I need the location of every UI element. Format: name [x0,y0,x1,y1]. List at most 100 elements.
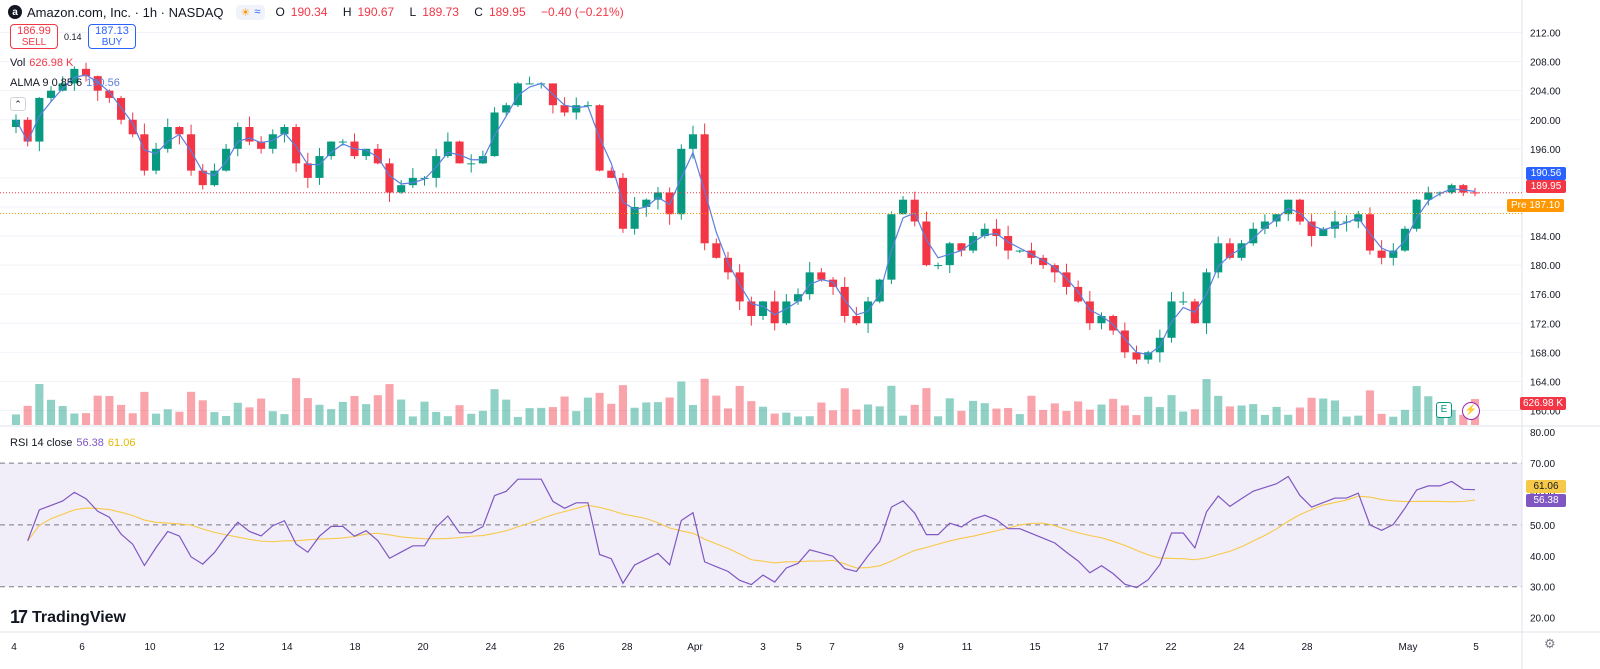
volume-bar [1389,416,1398,425]
alma-price-tag: 190.56 [1526,167,1566,180]
volume-bar [618,385,627,425]
candle-body [793,294,803,302]
volume-bar [758,406,768,425]
candle-body [1389,250,1398,258]
volume-bar [793,416,803,425]
candle-body [677,148,686,215]
price-tick-label: 176.00 [1530,290,1561,301]
price-tick-label: 200.00 [1530,116,1561,127]
sell-button[interactable]: 186.99 SELL [10,24,58,49]
candle-body [1062,272,1071,287]
last-price-tag: 189.95 [1526,180,1566,193]
candle-body [934,265,943,267]
volume-bar [210,412,219,425]
volume-bar [642,402,651,425]
volume-bar [1400,409,1410,425]
volume-bar [467,413,476,425]
time-tick-label: 5 [1473,642,1479,653]
volume-bar [420,401,429,425]
session-pill[interactable]: ☀ ≈ [235,4,266,20]
rsi-tag: 56.38 [1526,494,1566,507]
volume-bar [257,398,266,425]
candle-body [770,301,779,324]
volume-bar [1202,379,1211,425]
candle-body [630,206,639,229]
volume-bar [70,413,79,425]
candle-body [1167,301,1176,338]
candle-body [828,279,838,287]
time-tick-label: 28 [1301,642,1313,653]
alma-legend[interactable]: ALMA 9 0.85 6 190.56 [10,77,120,89]
volume-tag: 626.98 K [1519,397,1566,410]
candle-body [817,272,826,280]
volume-bar [222,415,231,425]
volume-bar [840,388,849,425]
volume-bar [934,416,943,425]
symbol-title[interactable]: Amazon.com, Inc. · 1h · NASDAQ [27,4,224,20]
settings-gear-icon[interactable]: ⚙ [1544,636,1556,651]
volume-bar [1272,406,1281,425]
candle-body [1109,315,1118,331]
volume-bar [338,401,347,425]
candle-body [875,279,884,302]
volume-bar [1365,390,1375,425]
volume-bar [397,399,406,425]
buy-button[interactable]: 187.13 BUY [88,24,136,49]
volume-legend[interactable]: Vol 626.98 K [10,57,74,69]
volume-bar [1459,414,1468,425]
volume-bar [408,416,417,425]
price-tick-label: 212.00 [1530,29,1561,40]
volume-bar [187,391,196,425]
candle-body [1202,272,1211,324]
time-tick-label: 9 [898,642,904,653]
candle-body [373,148,382,164]
ohlc-readout: O 190.34 H 190.67 L 189.73 C 189.95 −0.40 (−… [275,5,624,19]
volume-bar [782,412,791,425]
rsi-legend[interactable]: RSI 14 close 56.38 61.06 [10,437,136,449]
rsi-ma-tag: 61.06 [1526,480,1566,493]
volume-bar [1155,407,1164,425]
time-tick-label: 18 [349,642,361,653]
candle-body [1144,352,1153,360]
candle-body [1225,243,1234,258]
volume-bar [537,407,546,425]
candle-body [1365,214,1375,251]
volume-bar [572,411,581,425]
volume-bar [1120,405,1129,425]
candle-body [1237,243,1246,258]
volume-bar [688,405,698,425]
change-readout: −0.40 (−0.21%) [541,5,624,19]
candle-body [583,105,592,107]
candle-body [408,177,417,186]
candle-body [1284,199,1293,215]
flash-icon[interactable]: ⚡ [1462,402,1480,420]
volume-bar [805,416,814,425]
volume-bar [922,388,931,425]
time-tick-label: 7 [829,642,835,653]
volume-bar [1050,403,1059,425]
price-tick-label: 196.00 [1530,145,1561,156]
volume-bar [607,403,616,425]
candle-body [70,68,79,84]
candle-body [35,97,44,142]
volume-bar [1447,409,1456,425]
volume-bar [1179,411,1188,425]
candle-body [735,272,744,302]
candle-body [852,315,861,324]
volume-bar [245,407,254,425]
candle-body [910,199,919,222]
candle-body [210,170,219,186]
volume-bar [1167,395,1176,425]
tradingview-logo[interactable]: 17 TradingView [10,607,126,627]
rsi-tick-label: 50.00 [1530,521,1555,532]
volume-bar [712,395,721,425]
earnings-icon[interactable]: E [1436,402,1452,418]
time-tick-label: 22 [1165,642,1177,653]
volume-bar [443,416,452,425]
volume-bar [548,407,557,425]
volume-bar [1027,395,1036,425]
volume-bar [1342,416,1351,425]
volume-bar [315,404,324,425]
collapse-legend-icon[interactable]: ⌃ [10,97,26,111]
